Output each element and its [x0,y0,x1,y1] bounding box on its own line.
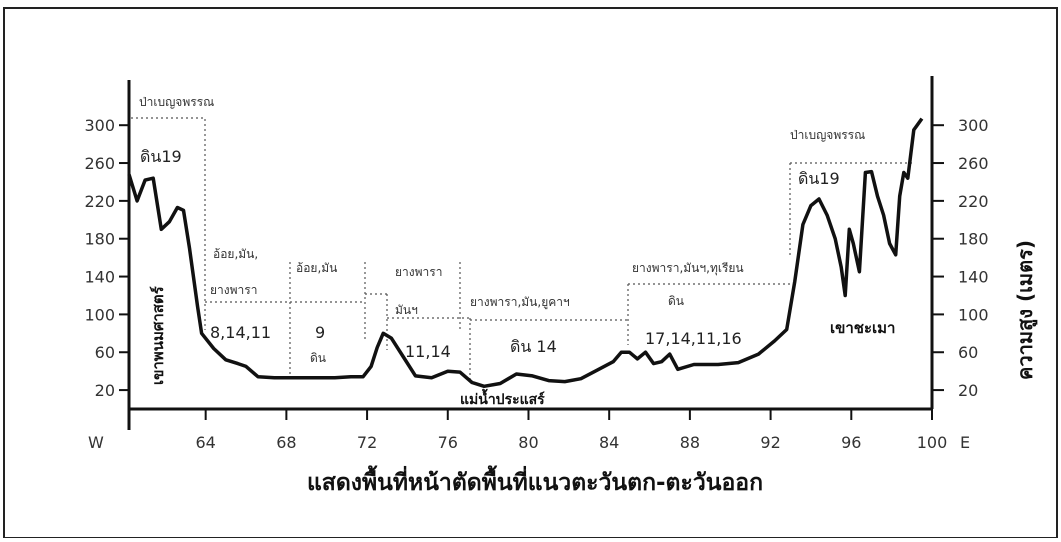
y-left-tick-label: 300 [84,116,115,135]
zone3-soil-word: ดิน [310,351,326,365]
zone4-crop2-label: มันฯ [395,303,418,317]
y-left-tick-label: 180 [84,230,115,249]
y-left-tick-label: 100 [84,305,115,324]
zone-boundaries [131,117,915,380]
y-left-tick-label: 220 [84,192,115,211]
x-tick-label: 76 [438,433,458,452]
x-axis-west-label: W [88,433,104,452]
y-axis-right-label: ความสูง (เมตร) [1013,240,1039,380]
zone3-crop-label: อ้อย,มัน [296,261,337,275]
x-tick-label: 88 [680,433,700,452]
zone1-soil-label: ดิน19 [140,147,182,166]
y-left-tick-label: 20 [95,381,115,400]
y-left-tick-label: 260 [84,154,115,173]
zone5-crop-label: ยางพารา,มัน,ยูคาฯ [470,295,570,310]
chart-border [3,7,1058,539]
zone2-crop-label: อ้อย,มัน, [213,247,258,261]
zone7-soil-label: ดิน19 [798,169,840,188]
zone3-soil-number: 9 [315,323,325,342]
elevation-profile-line [127,117,924,389]
zone4-soil-label: 11,14 [405,342,451,361]
zone7-vegetation-label: ป่าเบญจพรรณ [790,128,865,142]
zone1-boundary [131,117,206,330]
y-left-tick-label: 60 [95,343,115,362]
y-right-tick-label: 100 [958,305,989,324]
x-tick-label: 92 [760,433,780,452]
left-mountain-label: เขาพนมศาสตร์ [149,285,167,385]
x-tick-label: 84 [599,433,619,452]
tick-layer: 20 60 100 140 180 220 260 300 20 60 100 140 180 220 26… [84,116,988,452]
y-right-tick-label: 260 [958,154,989,173]
zone2-soil-label: 8,14,11 [210,323,271,342]
zone2-crop2-label: ยางพารา [210,283,257,297]
chart-title: แสดงพื้นที่หน้าตัดพื้นที่แนวตะวันตก-ตะวั… [307,465,763,496]
right-mountain-label: เขาชะเมา [830,319,895,337]
y-left-tick-label: 140 [84,268,115,287]
zone4-crop-label: ยางพารา [395,265,442,279]
y-right-tick-label: 300 [958,116,989,135]
river-label: แม่น้ำประแสร์ [460,388,545,408]
zone6-soil-word: ดิน [668,294,684,308]
x-tick-label: 64 [195,433,215,452]
zone1-vegetation-label: ป่าเบญจพรรณ [139,95,214,109]
x-tick-label: 72 [357,433,377,452]
x-tick-label: 96 [841,433,861,452]
x-tick-label: 80 [518,433,538,452]
zone5-soil-label: ดิน 14 [510,337,557,356]
zone6-soil-label: 17,14,11,16 [645,329,742,348]
x-tick-label: 100 [917,433,948,452]
zone6-crop-label: ยางพารา,มันฯ,ทุเรียน [632,261,744,276]
y-right-tick-label: 140 [958,268,989,287]
y-right-tick-label: 20 [958,381,978,400]
x-tick-label: 68 [276,433,296,452]
y-right-tick-label: 60 [958,343,978,362]
y-right-tick-label: 180 [958,230,989,249]
x-axis-east-label: E [960,433,970,452]
y-right-tick-label: 220 [958,192,989,211]
